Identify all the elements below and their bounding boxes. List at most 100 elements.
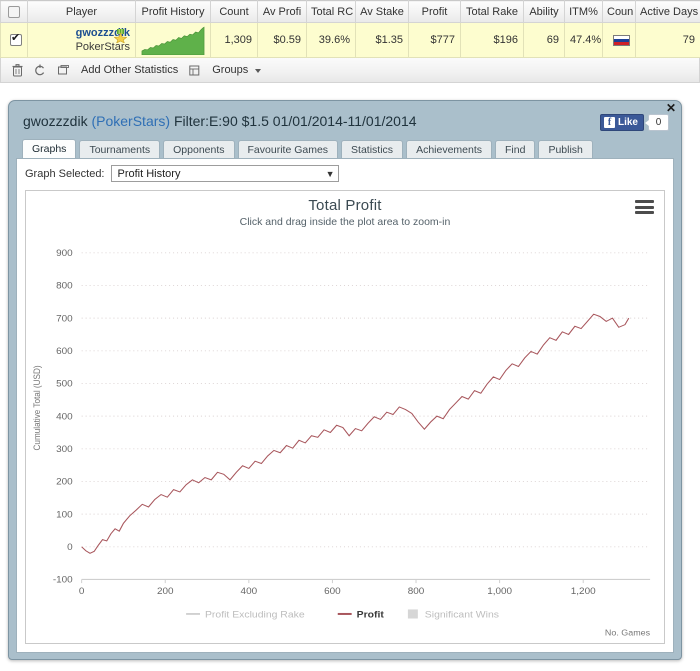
column-header-country[interactable]: Coun (602, 0, 636, 23)
graph-selected-value: Profit History (117, 167, 181, 180)
profit-history-cell[interactable] (135, 22, 211, 58)
column-header-av-profit[interactable]: Av Profi (257, 0, 307, 23)
facebook-like-count: 0 (645, 114, 669, 131)
panel-title-player: gwozzzdik (23, 113, 88, 129)
chevron-down-icon (255, 68, 262, 73)
total-rc-cell: 39.6% (306, 22, 356, 58)
statistics-table: Player Profit History Count Av Profi Tot… (0, 0, 700, 58)
profit-cell: $777 (408, 22, 461, 58)
x-axis-tick-label: 600 (324, 586, 341, 596)
facebook-like-button[interactable]: f Like (599, 114, 644, 131)
player-profile-panel: ✕ gwozzzdik (PokerStars) Filter:E:90 $1.… (8, 100, 682, 660)
chart-container: Total Profit Click and drag inside the p… (25, 190, 665, 644)
column-header-count[interactable]: Count (210, 0, 258, 23)
tab-tournaments[interactable]: Tournaments (79, 140, 161, 158)
itm-pct-cell: 47.4% (564, 22, 603, 58)
y-axis-tick-label: 0 (67, 542, 73, 552)
chevron-down-icon: ▼ (325, 168, 335, 179)
select-all-header[interactable] (0, 0, 28, 23)
table-row[interactable]: gwozzzdik PokerStars 1,309 $0.59 (0, 22, 700, 58)
y-axis-tick-label: 400 (56, 412, 73, 422)
add-other-statistics-button[interactable]: Add Other Statistics (53, 61, 184, 79)
player-site-label: PokerStars (75, 40, 130, 53)
panel-title-site: (PokerStars) (91, 113, 171, 129)
grid-footer-toolbar: Add Other Statistics Groups (0, 58, 700, 83)
graph-selected-dropdown[interactable]: Profit History ▼ (110, 165, 339, 182)
y-axis-tick-label: 300 (56, 444, 73, 454)
table-header-row: Player Profit History Count Av Profi Tot… (0, 0, 700, 23)
ability-cell: 69 (523, 22, 565, 58)
window-add-icon (55, 61, 72, 79)
y-axis-tick-label: 500 (56, 379, 73, 389)
av-stake-cell: $1.35 (355, 22, 409, 58)
y-axis-tick-label: 800 (56, 281, 73, 291)
column-header-av-stake[interactable]: Av Stake (355, 0, 409, 23)
facebook-icon: f (603, 117, 615, 128)
facebook-like-widget[interactable]: f Like 0 (599, 114, 669, 131)
legend-item-label[interactable]: Profit Excluding Rake (205, 610, 305, 620)
column-header-total-rc[interactable]: Total RC (306, 0, 356, 23)
y-axis-title: Cumulative Total (USD) (32, 365, 42, 450)
x-axis-tick-label: 800 (408, 586, 425, 596)
player-name-link[interactable]: gwozzzdik (75, 26, 130, 39)
refresh-icon[interactable] (31, 61, 48, 79)
legend-item-label[interactable]: Profit (357, 610, 385, 620)
groups-button[interactable]: Groups (184, 61, 267, 79)
x-axis-tick-label: 0 (79, 586, 85, 596)
tab-favourite-games[interactable]: Favourite Games (237, 140, 339, 158)
x-axis-title: No. Games (605, 628, 650, 638)
legend-item-label[interactable]: Significant Wins (425, 610, 499, 620)
trash-icon[interactable] (9, 61, 26, 79)
graph-selector-row: Graph Selected: Profit History ▼ (17, 159, 673, 187)
column-header-total-rake[interactable]: Total Rake (460, 0, 524, 23)
row-checkbox[interactable] (10, 32, 22, 47)
star-badge-icon (114, 29, 127, 43)
tab-statistics[interactable]: Statistics (341, 140, 404, 158)
column-header-itm-pct[interactable]: ITM% (564, 0, 603, 23)
graph-selected-label: Graph Selected: (25, 167, 105, 180)
tab-find[interactable]: Find (495, 140, 536, 158)
tab-achievements[interactable]: Achievements (406, 140, 493, 158)
legend-swatch[interactable] (407, 609, 418, 619)
total-rake-cell: $196 (460, 22, 524, 58)
y-axis-tick-label: 100 (56, 510, 73, 520)
chart-title: Total Profit (308, 197, 382, 214)
select-all-checkbox[interactable] (8, 5, 20, 18)
player-cell[interactable]: gwozzzdik PokerStars (27, 22, 136, 58)
tab-publish[interactable]: Publish (538, 140, 593, 158)
active-days-cell: 79 (635, 22, 700, 58)
groups-label: Groups (212, 64, 249, 76)
hamburger-menu-icon[interactable] (635, 200, 654, 214)
chart-plot-area[interactable]: -100 0 100 200 300 400 500 600 700 800 900 0 200 400 6… (26, 231, 664, 643)
column-header-profit[interactable]: Profit (408, 0, 461, 23)
series-line-profit (81, 313, 630, 554)
y-axis-tick-label: 200 (56, 477, 73, 487)
panel-title: gwozzzdik (PokerStars) Filter:E:90 $1.5 … (23, 113, 417, 129)
y-axis-tick-label: -100 (53, 575, 73, 585)
country-cell (602, 22, 636, 58)
tab-graphs[interactable]: Graphs (22, 139, 77, 158)
add-other-statistics-label: Add Other Statistics (81, 64, 179, 76)
x-axis-tick-label: 1,200 (571, 586, 596, 596)
y-axis-tick-label: 700 (56, 314, 73, 324)
panel-body: Graph Selected: Profit History ▼ Total P… (16, 158, 674, 653)
statistics-grid: Player Profit History Count Av Profi Tot… (0, 0, 700, 83)
column-header-ability[interactable]: Ability (523, 0, 565, 23)
tab-opponents[interactable]: Opponents (163, 140, 235, 158)
column-header-profit-history[interactable]: Profit History (135, 0, 211, 23)
y-axis-tick-label: 900 (56, 248, 73, 258)
x-axis-tick-label: 1,000 (487, 586, 512, 596)
y-axis-tick-label: 600 (56, 346, 73, 356)
profit-history-sparkline (141, 26, 205, 55)
column-header-active-days[interactable]: Active Days (635, 0, 700, 23)
row-select-cell[interactable] (0, 22, 28, 58)
x-axis-tick-label: 200 (157, 586, 174, 596)
x-axis-tick-label: 400 (241, 586, 258, 596)
av-profit-cell: $0.59 (257, 22, 307, 58)
column-header-player[interactable]: Player (27, 0, 136, 23)
profit-line-chart[interactable]: -100 0 100 200 300 400 500 600 700 800 900 0 200 400 6… (26, 231, 664, 643)
groups-icon (186, 61, 203, 79)
count-cell: 1,309 (210, 22, 258, 58)
close-icon[interactable]: ✕ (665, 101, 676, 115)
chart-subtitle: Click and drag inside the plot area to z… (239, 216, 451, 228)
